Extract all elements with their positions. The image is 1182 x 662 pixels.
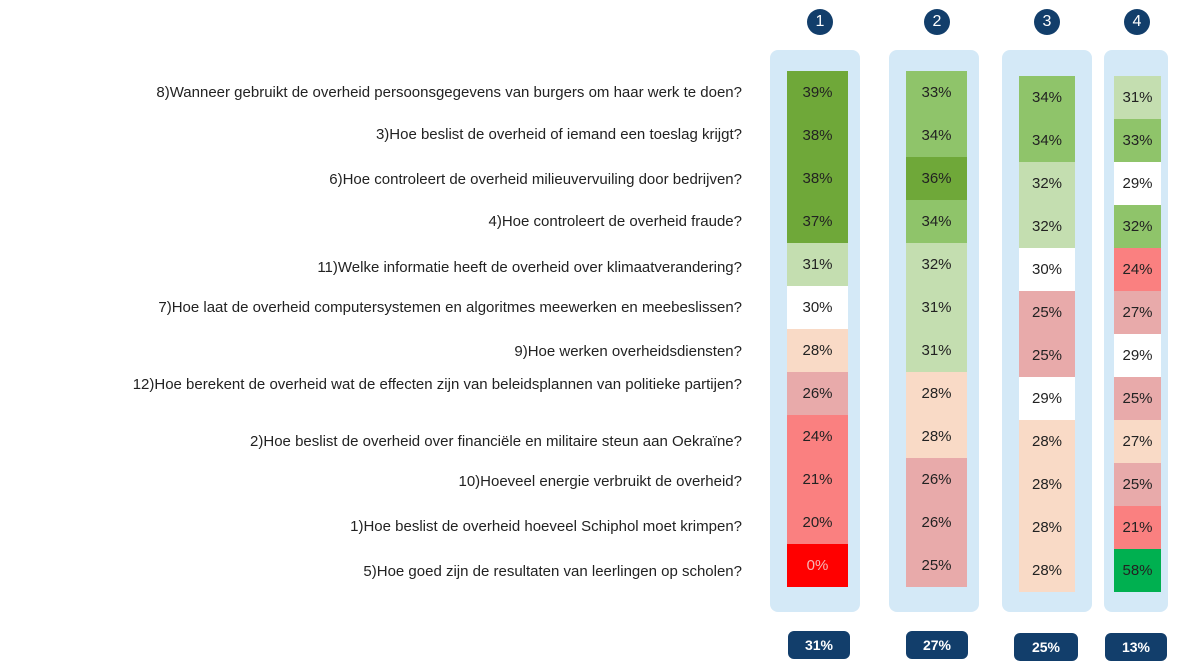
cell: 32% <box>1114 205 1161 248</box>
cell: 24% <box>1114 248 1161 291</box>
cell: 26% <box>906 501 967 544</box>
cell: 28% <box>906 415 967 458</box>
cell: 27% <box>1114 291 1161 334</box>
cell: 28% <box>1019 549 1075 592</box>
question: 1)Hoe beslist de overheid hoeveel Schiph… <box>350 518 742 535</box>
cell: 37% <box>787 200 848 243</box>
cell: 32% <box>1019 162 1075 205</box>
cell: 29% <box>1114 334 1161 377</box>
cell: 38% <box>787 114 848 157</box>
question: 8)Wanneer gebruikt de overheid persoonsg… <box>156 84 742 101</box>
column-header: 2 <box>924 9 950 35</box>
cell: 39% <box>787 71 848 114</box>
cell: 32% <box>906 243 967 286</box>
cell: 30% <box>787 286 848 329</box>
cell: 0% <box>787 544 848 587</box>
cell: 32% <box>1019 205 1075 248</box>
cell: 25% <box>1019 291 1075 334</box>
cell: 34% <box>1019 76 1075 119</box>
cell: 20% <box>787 501 848 544</box>
cell: 27% <box>1114 420 1161 463</box>
column-total: 25% <box>1014 633 1078 661</box>
cell: 31% <box>787 243 848 286</box>
column-header: 4 <box>1124 9 1150 35</box>
cell: 38% <box>787 157 848 200</box>
cell: 34% <box>906 200 967 243</box>
column-header: 1 <box>807 9 833 35</box>
column-total: 27% <box>906 631 968 659</box>
question: 7)Hoe laat de overheid computersystemen … <box>158 299 742 316</box>
cell: 25% <box>1114 377 1161 420</box>
cell: 28% <box>787 329 848 372</box>
cell: 30% <box>1019 248 1075 291</box>
question: 11)Welke informatie heeft de overheid ov… <box>317 259 742 276</box>
column-total: 31% <box>788 631 850 659</box>
question: 4)Hoe controleert de overheid fraude? <box>488 213 743 230</box>
question: 2)Hoe beslist de overheid over financiël… <box>250 433 742 450</box>
question: 3)Hoe beslist de overheid of iemand een … <box>375 126 742 143</box>
cell: 58% <box>1114 549 1161 592</box>
cell: 21% <box>787 458 848 501</box>
cell: 28% <box>906 372 967 415</box>
cell: 28% <box>1019 420 1075 463</box>
question: 5)Hoe goed zijn de resultaten van leerli… <box>363 563 742 580</box>
cell: 29% <box>1114 162 1161 205</box>
cell: 28% <box>1019 506 1075 549</box>
cell: 21% <box>1114 506 1161 549</box>
cell: 28% <box>1019 463 1075 506</box>
cell: 31% <box>906 286 967 329</box>
cell: 25% <box>1019 334 1075 377</box>
cell: 29% <box>1019 377 1075 420</box>
question: 10)Hoeveel energie verbruikt de overheid… <box>458 473 742 490</box>
cell: 25% <box>1114 463 1161 506</box>
cell: 31% <box>906 329 967 372</box>
question: 6)Hoe controleert de overheid milieuverv… <box>329 171 742 188</box>
cell: 26% <box>787 372 848 415</box>
cell: 36% <box>906 157 967 200</box>
column-total: 13% <box>1105 633 1167 661</box>
cell: 31% <box>1114 76 1161 119</box>
cell: 26% <box>906 458 967 501</box>
question: 9)Hoe werken overheidsdiensten? <box>514 343 742 360</box>
cell: 24% <box>787 415 848 458</box>
cell: 34% <box>1019 119 1075 162</box>
cell: 33% <box>906 71 967 114</box>
column-header: 3 <box>1034 9 1060 35</box>
cell: 34% <box>906 114 967 157</box>
cell: 25% <box>906 544 967 587</box>
question: 12)Hoe berekent de overheid wat de effec… <box>132 376 742 393</box>
cell: 33% <box>1114 119 1161 162</box>
